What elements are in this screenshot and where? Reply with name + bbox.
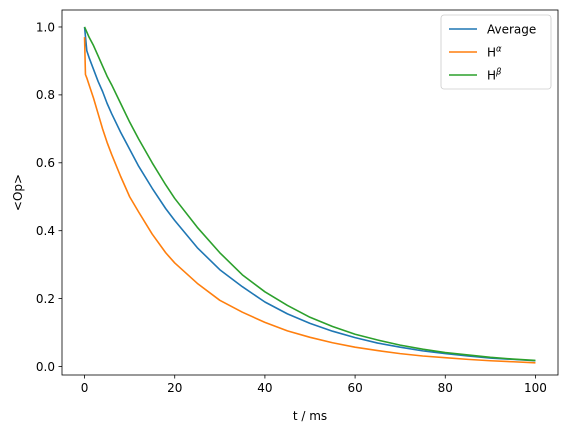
series-layer	[83, 26, 536, 364]
y-tick-label: 0.8	[36, 88, 55, 102]
series-line-2	[83, 26, 536, 362]
legend-label-superscript: β	[495, 67, 502, 77]
legend-box	[440, 14, 552, 90]
plot-frame	[61, 9, 559, 376]
x-axis-label: t / ms	[293, 409, 327, 423]
x-tick-label: 100	[524, 381, 547, 395]
x-tick-label: 20	[167, 381, 182, 395]
y-tick-label: 0.4	[36, 224, 55, 238]
y-tick-label: 0.2	[36, 292, 55, 306]
y-tick-label: 0.6	[36, 156, 55, 170]
series-line-0	[83, 26, 536, 362]
y-tick-label: 1.0	[36, 20, 55, 34]
x-tick-label: 60	[347, 381, 362, 395]
legend-label-superscript: α	[496, 44, 502, 54]
ticks-layer: 0 20 40 60 80 100 0.0 0.2 0.4 0.6 0.8 1.0	[36, 20, 547, 395]
legend-label-0: Average	[487, 22, 536, 36]
y-axis-label: <Op>	[11, 174, 25, 211]
x-tick-label: 0	[81, 381, 89, 395]
x-tick-label: 80	[438, 381, 453, 395]
y-tick-label: 0.0	[36, 360, 55, 374]
x-tick-label: 40	[257, 381, 272, 395]
series-line-1	[83, 37, 536, 364]
